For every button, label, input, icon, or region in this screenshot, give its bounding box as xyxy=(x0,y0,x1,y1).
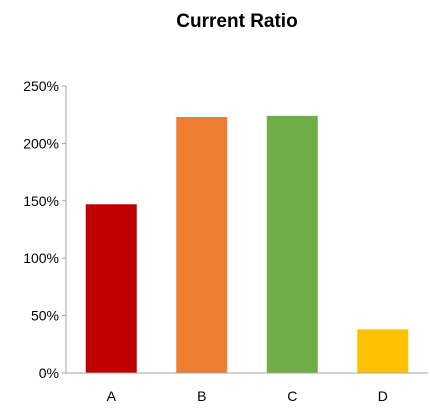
y-tick-label: 0% xyxy=(39,365,59,381)
y-axis-ticks: 0% 50% 100% 150% 200% 250% xyxy=(23,78,66,381)
x-axis-labels: A B C D xyxy=(107,388,388,404)
x-tick-label: B xyxy=(197,388,206,404)
y-tick-label: 100% xyxy=(23,250,59,266)
axes-group xyxy=(65,86,428,374)
x-tick-label: D xyxy=(378,388,388,404)
x-tick-label: C xyxy=(287,388,297,404)
bar-b xyxy=(176,116,228,373)
bar-d xyxy=(357,329,409,373)
bar-a xyxy=(85,204,137,373)
x-tick-label: A xyxy=(107,388,117,404)
bar-c xyxy=(266,115,318,374)
chart-title: Current Ratio xyxy=(176,11,297,32)
bars-group xyxy=(85,115,409,374)
y-tick-label: 50% xyxy=(31,308,59,324)
y-tick-label: 200% xyxy=(23,135,59,151)
y-tick-label: 250% xyxy=(23,78,59,94)
y-tick-label: 150% xyxy=(23,193,59,209)
